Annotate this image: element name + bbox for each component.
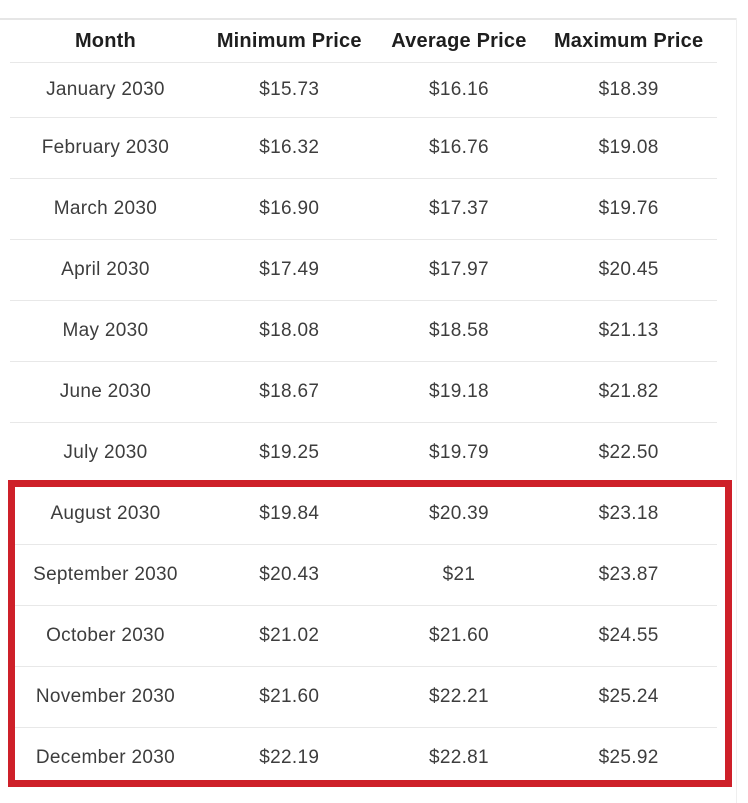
column-header-average-price: Average Price: [377, 20, 541, 63]
cell-month: January 2030: [10, 62, 201, 118]
table-row: April 2030 $17.49 $17.97 $20.45: [10, 239, 717, 301]
cell-min-price: $19.25: [200, 422, 378, 484]
cell-min-price: $21.02: [200, 605, 378, 667]
column-header-maximum-price: Maximum Price: [540, 20, 717, 63]
cell-avg-price: $22.21: [377, 666, 541, 728]
cell-month: August 2030: [10, 483, 201, 545]
column-header-minimum-price: Minimum Price: [200, 20, 378, 63]
cell-avg-price: $21.60: [377, 605, 541, 667]
price-table: Month Minimum Price Average Price Maximu…: [10, 20, 717, 788]
cell-avg-price: $16.76: [377, 117, 541, 179]
table-row-highlighted: October 2030 $21.02 $21.60 $24.55: [10, 605, 717, 667]
cell-month: February 2030: [10, 117, 201, 179]
cell-avg-price: $19.18: [377, 361, 541, 423]
cell-min-price: $16.90: [200, 178, 378, 240]
column-header-month: Month: [10, 20, 201, 63]
table-row: June 2030 $18.67 $19.18 $21.82: [10, 361, 717, 423]
cell-min-price: $21.60: [200, 666, 378, 728]
cell-max-price: $19.08: [540, 117, 717, 179]
cell-max-price: $19.76: [540, 178, 717, 240]
cell-min-price: $17.49: [200, 239, 378, 301]
table-row-highlighted: December 2030 $22.19 $22.81 $25.92: [10, 728, 717, 789]
table-row: March 2030 $16.90 $17.37 $19.76: [10, 178, 717, 240]
cell-min-price: $20.43: [200, 544, 378, 606]
table-row-highlighted: November 2030 $21.60 $22.21 $25.24: [10, 666, 717, 728]
table-row: February 2030 $16.32 $16.76 $19.08: [10, 117, 717, 179]
cell-month: April 2030: [10, 239, 201, 301]
table-row: January 2030 $15.73 $16.16 $18.39: [10, 62, 717, 118]
cell-min-price: $22.19: [259, 747, 320, 768]
cell-month: December 2030: [35, 747, 175, 768]
cell-min-price: $19.84: [200, 483, 378, 545]
cell-max-price: $21.13: [540, 300, 717, 362]
table-body: January 2030 $15.73 $16.16 $18.39 Februa…: [10, 62, 717, 789]
cell-min-price: $15.73: [200, 62, 378, 118]
table-header: Month Minimum Price Average Price Maximu…: [10, 20, 717, 63]
cell-month: May 2030: [10, 300, 201, 362]
cell-avg-price: $17.37: [377, 178, 541, 240]
cell-max-price: $25.92: [598, 747, 659, 768]
cell-min-price: $18.67: [200, 361, 378, 423]
cell-month: November 2030: [10, 666, 201, 728]
cell-avg-price: $17.97: [377, 239, 541, 301]
cell-month: September 2030: [10, 544, 201, 606]
cell-month: June 2030: [10, 361, 201, 423]
cell-max-price: $23.87: [540, 544, 717, 606]
cell-max-price: $20.45: [540, 239, 717, 301]
cell-month: March 2030: [10, 178, 201, 240]
cell-month: July 2030: [10, 422, 201, 484]
table-container: Month Minimum Price Average Price Maximu…: [0, 18, 737, 788]
cell-max-price: $18.39: [540, 62, 717, 118]
header-row: Month Minimum Price Average Price Maximu…: [10, 20, 717, 63]
cell-avg-price: $16.16: [377, 62, 541, 118]
cell-avg-price: $19.79: [377, 422, 541, 484]
table-row: May 2030 $18.08 $18.58 $21.13: [10, 300, 717, 362]
table-row-highlighted: September 2030 $20.43 $21 $23.87: [10, 544, 717, 606]
cell-month: October 2030: [10, 605, 201, 667]
table-right-edge-divider: [736, 18, 737, 803]
cell-max-price: $22.50: [540, 422, 717, 484]
cell-min-price: $18.08: [200, 300, 378, 362]
cell-max-price: $25.24: [540, 666, 717, 728]
cell-avg-price: $20.39: [377, 483, 541, 545]
cell-avg-price: $18.58: [377, 300, 541, 362]
cell-max-price: $21.82: [540, 361, 717, 423]
table-row: July 2030 $19.25 $19.79 $22.50: [10, 422, 717, 484]
cell-avg-price: $22.81: [428, 747, 489, 768]
cell-avg-price: $21: [377, 544, 541, 606]
table-row-highlighted: August 2030 $19.84 $20.39 $23.18: [10, 483, 717, 545]
cell-min-price: $16.32: [200, 117, 378, 179]
cell-max-price: $23.18: [540, 483, 717, 545]
cell-max-price: $24.55: [540, 605, 717, 667]
